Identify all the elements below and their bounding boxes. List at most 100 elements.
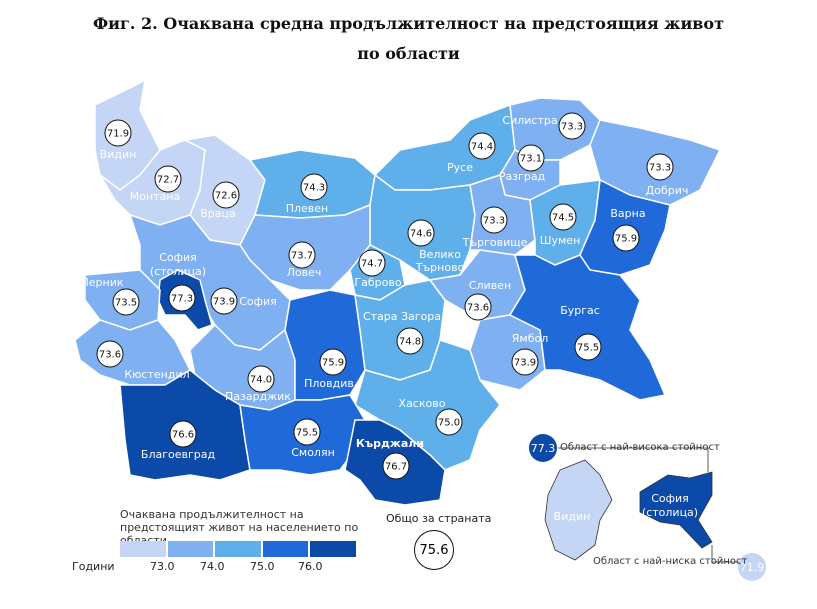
legend-swatch-3 xyxy=(215,541,261,557)
label-dobrich: Добрич xyxy=(646,184,689,197)
label-kardzhali: Кърджали xyxy=(356,437,424,450)
label-shumen: Шумен xyxy=(540,234,581,247)
value-bubble-label: 74.3 xyxy=(303,183,325,194)
label-razgrad: Разград xyxy=(499,170,546,183)
value-bubble xyxy=(574,333,602,361)
inset-sofia-label-2: (столица) xyxy=(642,506,698,519)
value-bubble xyxy=(517,144,545,172)
value-bubble-label: 75.5 xyxy=(296,428,318,439)
highest-label: Област с най-висока стойност xyxy=(560,442,720,453)
value-bubble xyxy=(480,206,508,234)
label-sofia-capital-1: София xyxy=(159,251,197,264)
value-bubble xyxy=(288,241,316,269)
value-bubble xyxy=(407,219,435,247)
label-pernik: Перник xyxy=(80,276,123,289)
label-sofia-capital-2: (столица) xyxy=(150,265,206,278)
label-targovishte: Търговище xyxy=(462,236,528,249)
lowest-badge: 71.9 xyxy=(738,553,766,581)
lowest-connector xyxy=(711,545,740,563)
value-bubble xyxy=(168,284,196,312)
label-vidin: Видин xyxy=(100,148,137,161)
value-bubble-label: 73.3 xyxy=(483,216,505,227)
value-bubble xyxy=(435,408,463,436)
legend-tick-3: 75.0 xyxy=(250,560,275,573)
label-lovech: Ловеч xyxy=(287,266,322,279)
label-stara-zagora: Стара Загора xyxy=(363,310,441,323)
value-bubble-label: 74.0 xyxy=(250,375,272,386)
value-bubble-label: 74.7 xyxy=(361,259,383,270)
inset-vidin-label: Видин xyxy=(554,510,591,523)
value-bubble-label: 75.9 xyxy=(322,358,344,369)
label-ruse: Русе xyxy=(447,161,473,174)
label-burgas: Бургас xyxy=(560,304,600,317)
label-varna: Варна xyxy=(610,207,645,220)
legend-tick-1: 73.0 xyxy=(150,560,175,573)
label-sliven: Сливен xyxy=(469,279,511,292)
value-bubble xyxy=(247,365,275,393)
value-bubble-label: 73.6 xyxy=(467,303,489,314)
label-veliko-tarnovo-1: Велико xyxy=(419,248,461,261)
value-bubble-label: 74.4 xyxy=(471,142,493,153)
value-bubble xyxy=(468,132,496,160)
legend-tick-4: 76.0 xyxy=(298,560,323,573)
value-bubble-label: 72.6 xyxy=(215,191,237,202)
label-blagoevgrad: Благоевград xyxy=(141,448,216,461)
value-bubble-label: 73.3 xyxy=(649,163,671,174)
value-bubble-label: 73.5 xyxy=(115,298,137,309)
legend-swatch-1 xyxy=(120,541,166,557)
highest-connector xyxy=(558,447,709,472)
value-bubble-label: 72.7 xyxy=(157,175,179,186)
value-bubble xyxy=(612,224,640,252)
legend-swatch-2 xyxy=(167,541,214,557)
legend-swatch-4 xyxy=(262,541,309,557)
label-veliko-tarnovo-2: Търново xyxy=(415,261,465,274)
region-burgas[interactable] xyxy=(508,254,667,401)
value-bubble xyxy=(104,119,132,147)
value-bubble xyxy=(319,348,347,376)
label-smolyan: Смолян xyxy=(291,446,335,459)
highest-badge: 77.3 xyxy=(529,434,557,462)
value-bubble xyxy=(382,452,410,480)
national-total-label: Общо за страната xyxy=(386,512,492,525)
value-bubble xyxy=(396,327,424,355)
value-bubble-label: 73.9 xyxy=(514,358,536,369)
inset-vidin xyxy=(544,459,613,561)
value-bubble xyxy=(464,293,492,321)
label-haskovo: Хасково xyxy=(399,397,446,410)
value-bubble-label: 76.7 xyxy=(385,462,407,473)
value-bubble xyxy=(169,420,197,448)
legend-tick-2: 74.0 xyxy=(200,560,225,573)
value-bubble-label: 73.9 xyxy=(213,297,235,308)
value-bubble xyxy=(293,418,321,446)
value-bubble-label: 73.3 xyxy=(561,122,583,133)
label-pleven: Плевен xyxy=(286,202,329,215)
value-bubble xyxy=(646,153,674,181)
value-bubble-label: 74.8 xyxy=(399,337,421,348)
inset-map: Видин София (столица) xyxy=(544,447,740,563)
label-yambol: Ямбол xyxy=(512,332,549,345)
value-bubble xyxy=(558,112,586,140)
label-pazardzhik: Пазарджик xyxy=(225,390,291,403)
value-bubble-label: 74.5 xyxy=(552,213,574,224)
value-bubble-label: 73.6 xyxy=(99,350,121,361)
label-plovdiv: Пловдив xyxy=(304,377,354,390)
value-bubble-label: 76.6 xyxy=(172,430,194,441)
value-bubble-label: 73.1 xyxy=(520,154,542,165)
label-vratsa: Враца xyxy=(200,207,236,220)
value-bubble xyxy=(112,288,140,316)
national-total-value: 75.6 xyxy=(414,530,454,570)
value-bubble xyxy=(212,181,240,209)
label-gabrovo: Габрово xyxy=(354,276,401,289)
figure-title-line-1: Фиг. 2. Очаквана средна продължителност … xyxy=(92,14,725,33)
value-bubble xyxy=(96,340,124,368)
value-bubble xyxy=(300,173,328,201)
value-bubble-label: 75.0 xyxy=(438,418,460,429)
value-bubble xyxy=(549,203,577,231)
value-bubble-label: 75.9 xyxy=(615,234,637,245)
label-montana: Монтана xyxy=(130,190,181,203)
inset-sofia-label-1: София xyxy=(651,492,689,505)
value-bubble-label: 75.5 xyxy=(577,343,599,354)
value-bubble xyxy=(358,249,386,277)
value-bubble-label: 71.9 xyxy=(107,129,129,140)
